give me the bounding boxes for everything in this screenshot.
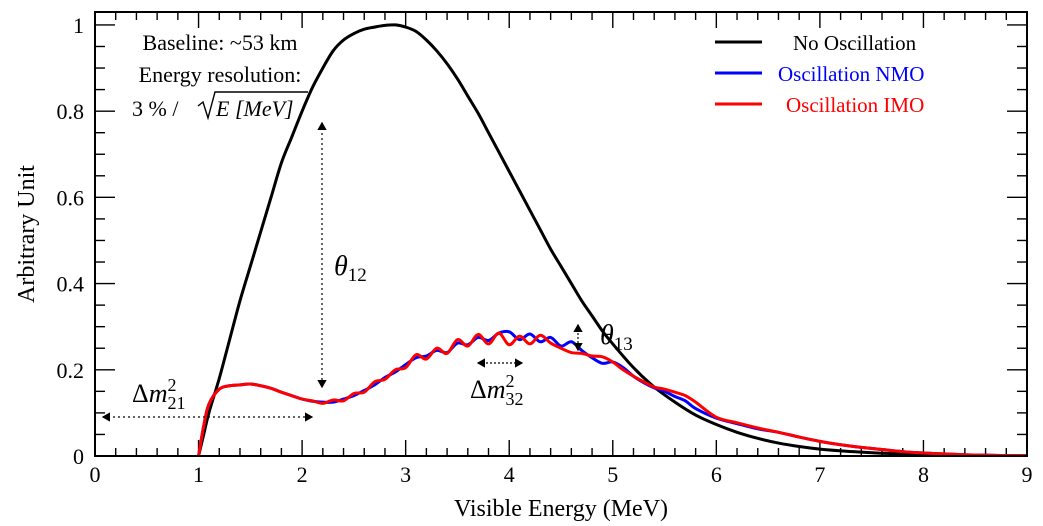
annotations: θ12 θ13 Δm2 21 Δm2 32 (101, 121, 633, 422)
y-tick-label: 0.4 (57, 272, 85, 297)
info-pct: 3 % / (132, 96, 179, 121)
legend-label-imo: Oscillation IMO (786, 93, 924, 117)
info-baseline: Baseline: ~53 km (143, 30, 298, 55)
dm32-label: Δm2 32 (470, 371, 524, 409)
series-oscillation-imo (197, 331, 1027, 456)
x-tick-label: 0 (90, 462, 101, 487)
x-tick-label: 2 (297, 462, 308, 487)
legend-label-no-osc: No Oscillation (793, 31, 917, 55)
y-tick-label: 0.6 (57, 185, 85, 210)
y-tick-label: 1 (73, 13, 84, 38)
x-tick-label: 7 (814, 462, 825, 487)
series-group (197, 23, 1027, 456)
x-tick-label: 6 (711, 462, 722, 487)
y-tick-label: 0 (73, 444, 84, 469)
x-tick-label: 9 (1022, 462, 1033, 487)
y-axis-label: Arbitrary Unit (14, 165, 40, 303)
x-tick-label: 3 (400, 462, 411, 487)
legend: No Oscillation Oscillation NMO Oscillati… (715, 31, 924, 117)
sqrt-sign (197, 91, 308, 121)
theta13-label: θ13 (600, 320, 633, 355)
y-tick-label: 0.8 (57, 99, 85, 124)
y-tick-labels: 0 0.2 0.4 0.6 0.8 1 (57, 13, 85, 469)
x-tick-labels: 0 1 2 3 4 5 6 7 8 9 (90, 462, 1033, 487)
theta12-label: θ12 (334, 251, 367, 286)
x-tick-label: 1 (193, 462, 204, 487)
info-box: Baseline: ~53 km Energy resolution: 3 % … (132, 30, 308, 121)
x-tick-label: 4 (504, 462, 515, 487)
x-axis-label: Visible Energy (MeV) (454, 496, 668, 522)
dm21-label: Δm2 21 (132, 375, 186, 413)
y-tick-label: 0.2 (57, 358, 85, 383)
x-tick-label: 5 (607, 462, 618, 487)
series-no-oscillation (197, 23, 1027, 456)
legend-label-nmo: Oscillation NMO (778, 62, 924, 86)
x-tick-label: 8 (918, 462, 929, 487)
plot-frame (94, 11, 1028, 457)
info-sqrt-energy: E [MeV] (215, 96, 294, 121)
info-resolution: Energy resolution: (139, 62, 302, 87)
